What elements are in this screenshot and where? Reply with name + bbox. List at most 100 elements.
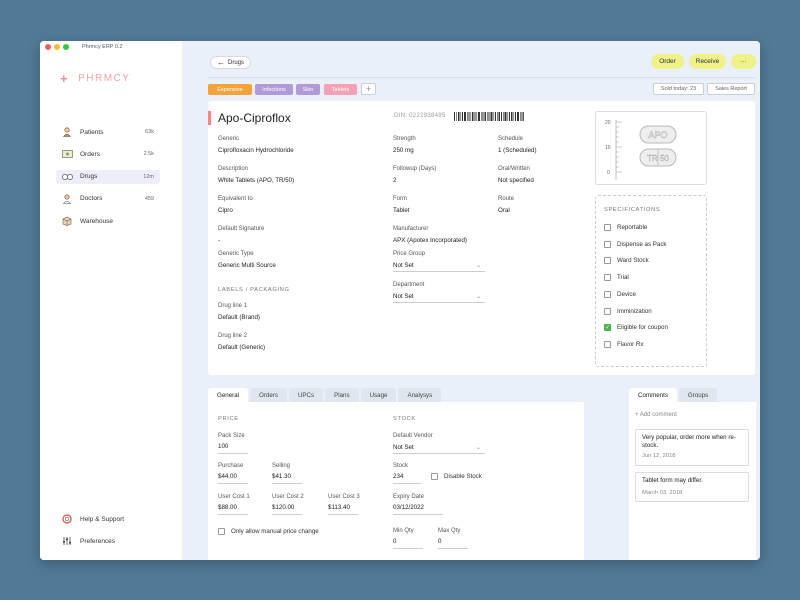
brand-logo[interactable]: + PHRMCY: [60, 71, 130, 86]
sidebar-item-preferences[interactable]: Preferences: [61, 534, 124, 548]
user-cost-2-label: User Cost 2: [272, 494, 304, 500]
drug-title: Apo-Ciproflox: [218, 111, 291, 125]
followup-value[interactable]: 2: [393, 177, 397, 184]
tag-infections[interactable]: Infections: [255, 84, 293, 95]
drug-line-1-value[interactable]: Default (Brand): [218, 314, 260, 321]
spec-ward-stock[interactable]: Ward Stock: [604, 257, 649, 265]
comment-text: Tablet form may differ.: [642, 477, 703, 484]
user-cost-2-input[interactable]: $120.00: [272, 504, 302, 515]
spec-eligible-for-coupon[interactable]: Eligible for coupon: [604, 324, 668, 332]
tab-analysys[interactable]: Analysys: [398, 388, 442, 402]
checkbox[interactable]: [604, 224, 611, 231]
schedule-value[interactable]: 1 (Scheduled): [498, 147, 537, 154]
spec-trial[interactable]: Trial: [604, 274, 629, 282]
user-cost-3-input[interactable]: $113.40: [328, 504, 358, 515]
drug-image[interactable]: 20 10 0 APO TR 50: [595, 111, 707, 185]
sales-report-button[interactable]: Sales Report: [707, 83, 755, 95]
maximize-window-button[interactable]: [63, 44, 69, 50]
form-label: Form: [393, 196, 407, 202]
drug-line-2-value[interactable]: Default (Generic): [218, 344, 266, 351]
checkbox[interactable]: [604, 274, 611, 282]
spec-flavor-rx[interactable]: Flavor Rx: [604, 340, 643, 348]
purchase-input[interactable]: $44.00: [218, 473, 248, 484]
price-heading: PRICE: [218, 416, 239, 422]
chevron-down-icon: ⌄: [475, 263, 481, 269]
checkbox[interactable]: [604, 307, 611, 315]
followup-label: Followup (Days): [393, 166, 437, 172]
user-cost-1-input[interactable]: $88.00: [218, 504, 248, 515]
tab-upcs[interactable]: UPCs: [288, 388, 324, 402]
manufacturer-value[interactable]: APX (Apotex Incorporated): [393, 237, 467, 244]
min-qty-label: Min Qty: [393, 528, 414, 534]
spec-label: Imminization: [617, 307, 652, 315]
tag-expensive[interactable]: Expensive: [208, 84, 252, 95]
close-window-button[interactable]: [45, 44, 51, 50]
spec-device[interactable]: Device: [604, 290, 636, 298]
generic-type-label: Generic Type: [218, 251, 254, 257]
sidebar: Phrmcy ERP 0.2 + PHRMCY Patients 63k Ord…: [40, 41, 182, 560]
default-signature-value[interactable]: -: [218, 237, 221, 244]
price-group-label: Price Group: [393, 251, 426, 257]
manufacturer-label: Manufacturer: [393, 226, 429, 232]
tab-plans[interactable]: Plans: [325, 388, 359, 402]
tab-groups[interactable]: Groups: [678, 388, 718, 402]
sidebar-item-doctors[interactable]: Doctors 459: [56, 192, 160, 206]
receive-button[interactable]: Receive: [689, 54, 726, 69]
back-button[interactable]: ← Drugs: [210, 56, 252, 69]
oral-written-value[interactable]: Not specified: [498, 177, 534, 184]
checkbox[interactable]: [431, 473, 438, 480]
spec-reportable[interactable]: Reportable: [604, 224, 647, 231]
tag-skin[interactable]: Skin: [296, 84, 320, 95]
checkbox[interactable]: [218, 528, 225, 535]
sidebar-item-warehouse[interactable]: Warehouse: [56, 214, 160, 228]
checkbox[interactable]: [604, 257, 611, 265]
expiry-date-input[interactable]: 03/12/2022: [393, 504, 443, 515]
tab-orders[interactable]: Orders: [250, 388, 287, 402]
generic-type-value[interactable]: Generic Multi Source: [218, 262, 276, 269]
max-qty-input[interactable]: 0: [438, 538, 468, 549]
tablet-imprint-bottom: TR 50: [647, 154, 669, 163]
orders-icon: [61, 150, 73, 159]
barcode: [454, 112, 524, 121]
tab-usage[interactable]: Usage: [360, 388, 397, 402]
strength-value[interactable]: 250 mg: [393, 147, 414, 154]
tab-comments[interactable]: Comments: [629, 388, 677, 402]
checkbox-checked[interactable]: [604, 324, 611, 332]
department-select[interactable]: Not Set ⌄: [393, 291, 485, 303]
more-button[interactable]: ···: [731, 54, 756, 69]
sidebar-item-orders[interactable]: Orders 2.5k: [56, 147, 160, 161]
pack-size-input[interactable]: 100: [218, 443, 248, 454]
order-button[interactable]: Order: [651, 54, 684, 69]
comment-date: Jun 12, 2018: [642, 453, 676, 459]
sidebar-item-help[interactable]: Help & Support: [61, 512, 124, 526]
route-value[interactable]: Oral: [498, 207, 510, 214]
manual-price-change-option[interactable]: Only allow manual price change: [218, 528, 319, 535]
stock-input[interactable]: 234: [393, 473, 421, 484]
min-qty-input[interactable]: 0: [393, 538, 423, 549]
sliders-icon: [61, 537, 73, 546]
manual-price-change-label: Only allow manual price change: [231, 528, 319, 535]
add-comment-button[interactable]: + Add comment: [635, 412, 677, 418]
checkbox[interactable]: [604, 340, 611, 348]
generic-value[interactable]: Ciprofloxacin Hydrochloride: [218, 147, 294, 154]
default-vendor-select[interactable]: Not Set ⌄: [393, 442, 485, 454]
form-value[interactable]: Tablet: [393, 207, 410, 214]
selling-input[interactable]: $41.30: [272, 473, 302, 484]
price-group-select[interactable]: Not Set ⌄: [393, 260, 485, 272]
top-toolbar: ← Drugs Order Receive ···: [182, 41, 760, 77]
comment-card[interactable]: Very popular, order more when re-stock. …: [635, 429, 749, 466]
add-tag-button[interactable]: +: [361, 83, 376, 95]
description-value[interactable]: White Tablets (APO, TR/50): [218, 177, 295, 184]
checkbox[interactable]: [604, 240, 611, 248]
comment-card[interactable]: Tablet form may differ. March 03, 2018: [635, 472, 749, 502]
tab-general[interactable]: General: [208, 388, 249, 402]
equivalent-value[interactable]: Cipro: [218, 207, 233, 214]
disable-stock-option[interactable]: Disable Stock: [431, 473, 482, 480]
sidebar-item-patients[interactable]: Patients 63k: [56, 125, 160, 139]
minimize-window-button[interactable]: [54, 44, 60, 50]
tag-tablets[interactable]: Tablets: [324, 84, 357, 95]
sidebar-item-drugs[interactable]: Drugs 12m: [56, 169, 160, 184]
spec-dispense-as-pack[interactable]: Dispense as Pack: [604, 240, 667, 248]
checkbox[interactable]: [604, 290, 611, 298]
spec-imminization[interactable]: Imminization: [604, 307, 652, 315]
